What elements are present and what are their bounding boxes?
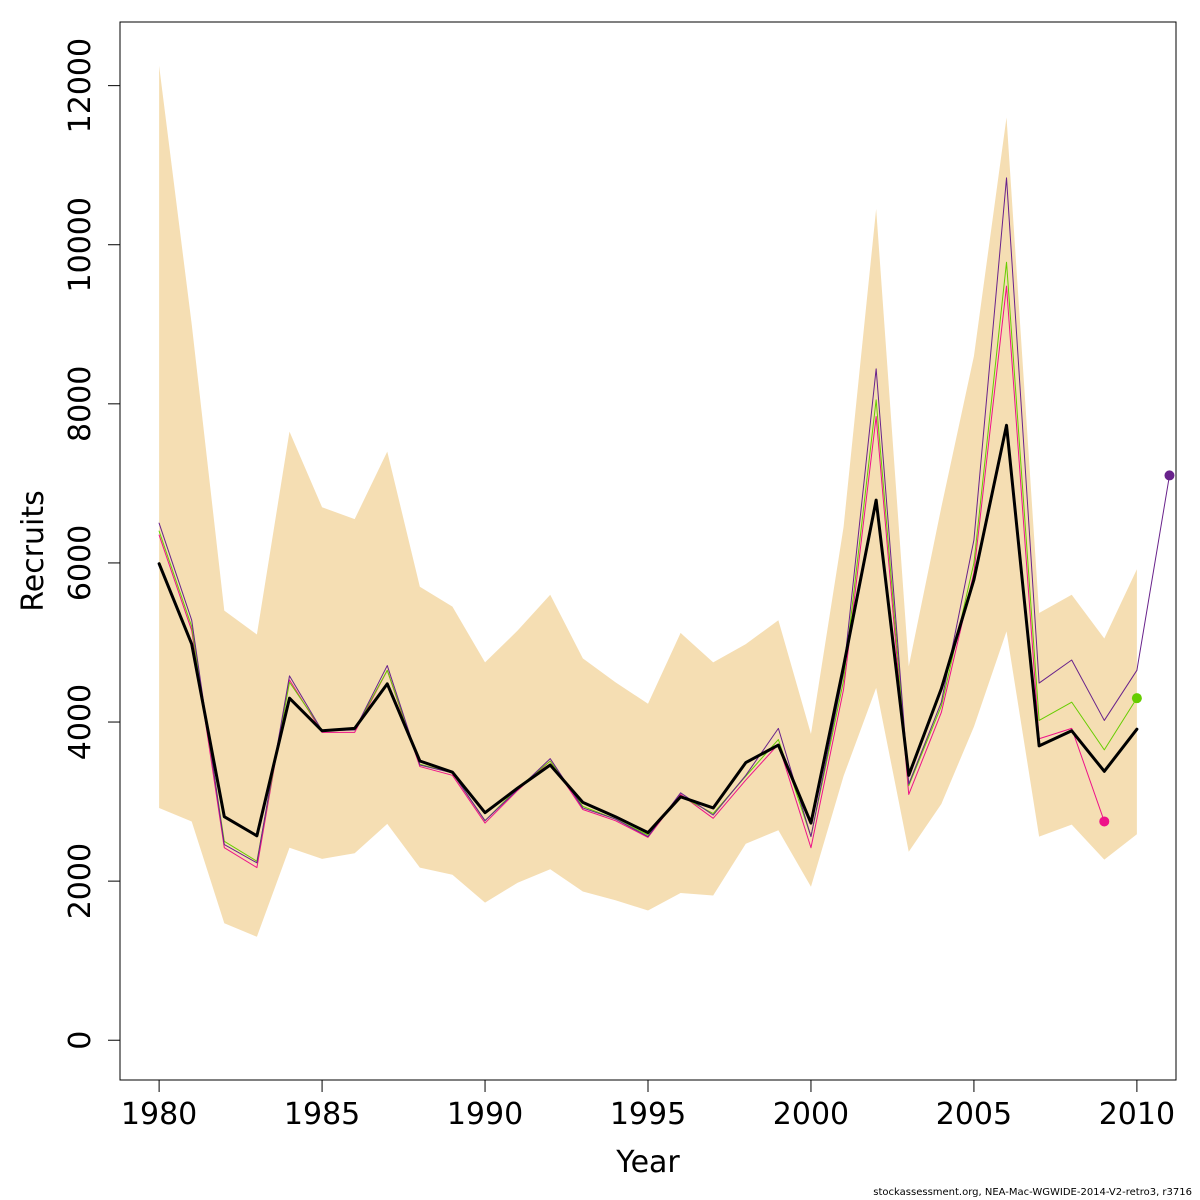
x-tick-label: 1995: [610, 1097, 686, 1132]
series-lines: [157, 177, 1175, 869]
y-tick-label: 0: [63, 1031, 98, 1050]
axes: 1980 1985 1990 1995 2000 2005 2010 0 2000 4000 600…: [63, 21, 1177, 1132]
y-tick-label: 12000: [63, 38, 98, 133]
series-endpoint-retro-2: [1131, 693, 1142, 704]
y-tick-label: 2000: [63, 843, 98, 919]
series-endpoint-retro-1: [1099, 816, 1110, 827]
y-tick-label: 10000: [63, 197, 98, 292]
x-tick-label: 2010: [1099, 1097, 1175, 1132]
x-tick-label: 2000: [773, 1097, 849, 1132]
x-tick-label: 1985: [284, 1097, 360, 1132]
y-axis-title: Recruits: [16, 490, 51, 612]
y-tick-label: 8000: [63, 366, 98, 442]
x-tick-label: 1980: [121, 1097, 197, 1132]
series-line-current-assessment: [157, 423, 1139, 838]
footer-caption: stockassessment.org, NEA-Mac-WGWIDE-2014…: [873, 1187, 1192, 1198]
y-tick-label: 6000: [63, 525, 98, 601]
series-endpoint-retro-3: [1164, 470, 1175, 481]
x-tick-label: 2005: [936, 1097, 1012, 1132]
x-tick-label: 1990: [447, 1097, 523, 1132]
y-tick-label: 4000: [63, 684, 98, 760]
x-axis-title: Year: [615, 1145, 680, 1180]
